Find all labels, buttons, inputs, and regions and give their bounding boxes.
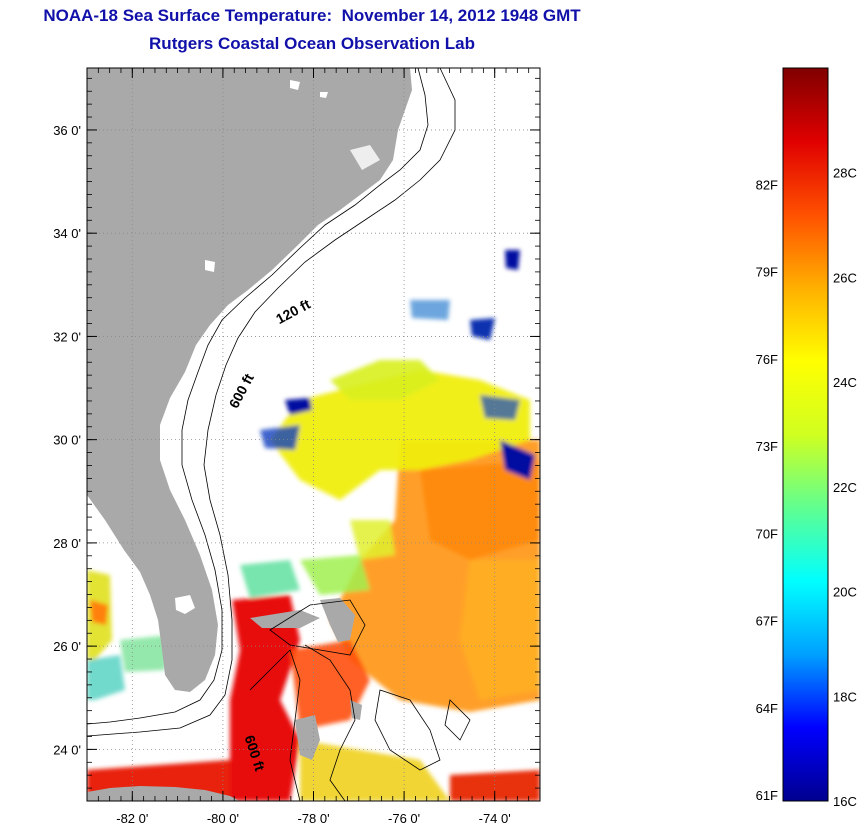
lat-tick-label: 30 0' [53,433,81,448]
bahamas-island-eleuthera [350,700,362,720]
colorbar-c-label: 16C [833,794,857,809]
colorbar-f-label: 64F [756,701,778,716]
contour-600ft [87,68,456,737]
lat-tick-label: 24 0' [53,742,81,757]
bahamas-island-grand [250,610,320,628]
lon-tick-label: -82 0' [116,811,148,826]
bathymetry-contours [87,68,471,801]
colorbar-f-label: 73F [756,439,778,454]
colorbar-f-label: 82F [756,177,778,192]
colorbar-f-label: 67F [756,614,778,629]
contour-bahamas-600ft [249,649,301,801]
land-masses [87,68,412,801]
lake-okeechobee [175,595,195,614]
pamlico-sound [350,145,380,170]
colorbar-celsius-labels: 16C 18C 20C 22C 24C 26C 28C [833,166,857,809]
lat-tick-label: 26 0' [53,639,81,654]
us-east-coast-land [87,68,412,692]
lat-tick-label: 36 0' [53,123,81,138]
colorbar-f-label: 61F [756,788,778,803]
colorbar-c-label: 20C [833,585,857,600]
colorbar-c-label: 22C [833,480,857,495]
lon-tick-label: -76 0' [388,811,420,826]
colorbar-c-label: 28C [833,166,857,181]
cuba-land [87,786,240,801]
lon-tick-label: -74 0' [479,811,511,826]
map-title: NOAA-18 Sea Surface Temperature: Novembe… [43,6,581,25]
latitude-axis: 24 0' 26 0' 28 0' 30 0' 32 0' 34 0' 36 0' [53,123,540,757]
lat-tick-label: 34 0' [53,226,81,241]
lat-tick-label: 32 0' [53,329,81,344]
colorbar-c-label: 24C [833,375,857,390]
colorbar-scale [782,67,829,802]
colorbar-f-label: 76F [756,352,778,367]
longitude-axis: -82 0' -80 0' -78 0' -76 0' -74 0' [116,68,511,826]
colorbar-c-label: 26C [833,270,857,285]
colorbar-c-label: 18C [833,689,857,704]
colorbar-f-label: 70F [756,526,778,541]
map-subtitle: Rutgers Coastal Ocean Observation Lab [149,34,475,53]
lat-tick-label: 28 0' [53,536,81,551]
colorbar-f-label: 79F [756,265,778,280]
sst-data-layer [87,250,540,801]
lon-tick-label: -80 0' [207,811,239,826]
lon-tick-label: -78 0' [297,811,329,826]
contour-120ft [87,68,429,725]
colorbar-fahrenheit-labels: 61F 64F 67F 70F 73F 76F 79F 82F [756,177,778,803]
bahamas-island-abaco [320,598,355,642]
